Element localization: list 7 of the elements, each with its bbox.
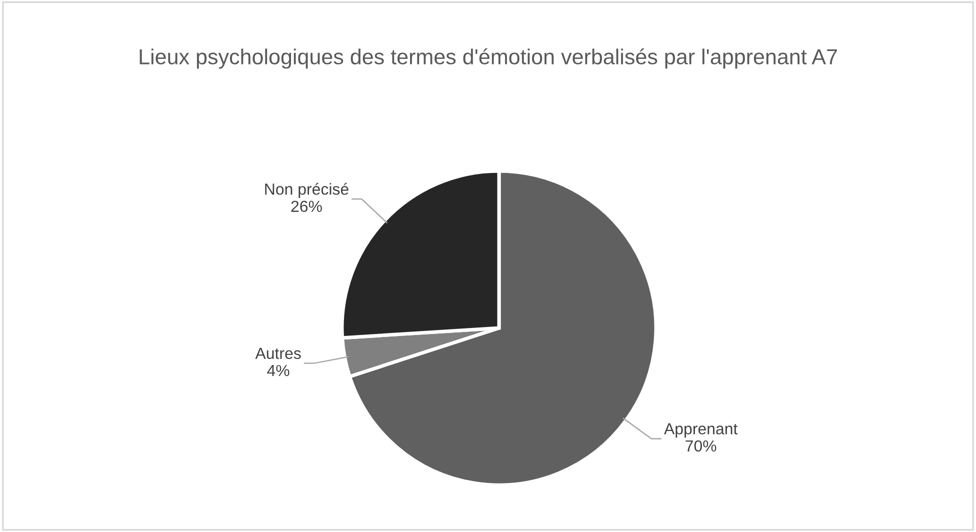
slice-label: Autres <box>255 348 301 359</box>
chart-title: Lieux psychologiques des termes d'émotion verbalisés par l'apprenant A7 <box>140 48 837 69</box>
data-label: 70% <box>686 440 716 452</box>
slice-label: Non précisé <box>265 182 348 198</box>
data-label: 26% <box>291 200 322 212</box>
data-label: 4% <box>267 364 290 376</box>
slice-label: Apprenant <box>664 423 738 438</box>
